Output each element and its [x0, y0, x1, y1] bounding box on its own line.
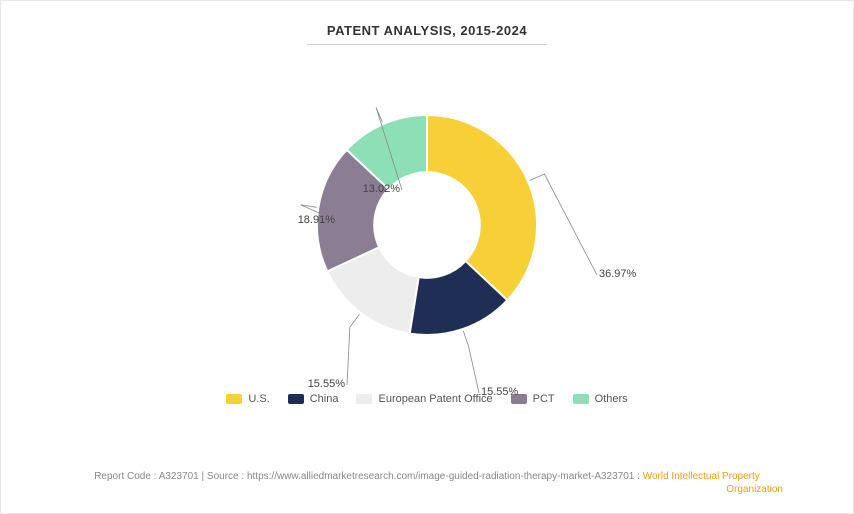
source-url: https://www.alliedmarketresearch.com/ima… — [247, 471, 640, 482]
legend-item-1: China — [288, 393, 339, 405]
segment-label-0: 36.97% — [599, 268, 636, 280]
source-label: Source : — [207, 471, 244, 482]
segment-label-4: 13.02% — [363, 183, 400, 195]
footer-line1: Report Code : A323701 | Source : https:/… — [31, 471, 823, 482]
legend-swatch-0 — [226, 394, 242, 404]
segment-label-3: 18.91% — [298, 214, 335, 226]
segment-label-1: 15.55% — [481, 386, 518, 398]
report-code: A323701 — [159, 471, 199, 482]
legend-label-3: PCT — [533, 393, 555, 405]
legend-label-2: European Patent Office — [378, 393, 492, 405]
legend-swatch-4 — [573, 394, 589, 404]
donut-svg — [297, 95, 557, 355]
donut-chart: 36.97%15.55%15.55%18.91%13.02% — [297, 95, 557, 355]
legend-label-0: U.S. — [248, 393, 269, 405]
chart-title: PATENT ANALYSIS, 2015-2024 — [1, 1, 853, 38]
donut-segment-0 — [427, 115, 537, 300]
chart-container: PATENT ANALYSIS, 2015-2024 36.97% 15.55% 1… — [1, 1, 853, 513]
segment-label-2: 15.55% — [308, 378, 345, 390]
legend-label-1: China — [310, 393, 339, 405]
legend: U.S. China European Patent Office PCT Others — [1, 393, 853, 405]
footer: Report Code : A323701 | Source : https:/… — [1, 471, 853, 495]
report-code-label: Report Code : — [94, 471, 156, 482]
title-underline — [307, 44, 547, 45]
legend-item-2: European Patent Office — [356, 393, 492, 405]
legend-swatch-1 — [288, 394, 304, 404]
legend-swatch-2 — [356, 394, 372, 404]
legend-item-4: Others — [573, 393, 628, 405]
source-name: World Intellectual Property — [643, 471, 760, 482]
legend-label-4: Others — [595, 393, 628, 405]
footer-line2: Organization — [31, 484, 823, 495]
legend-item-0: U.S. — [226, 393, 269, 405]
